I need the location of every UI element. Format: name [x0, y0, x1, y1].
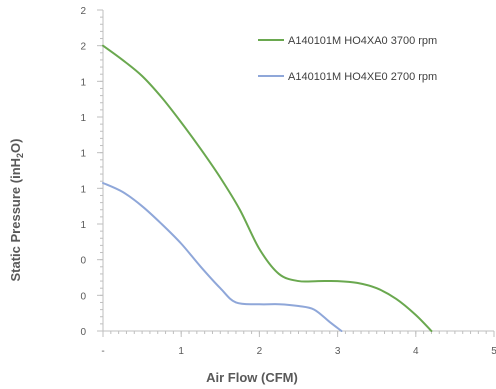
x-tick-label: 4 — [413, 346, 419, 357]
x-tick-label: - — [101, 346, 104, 357]
y-tick-label: 0 — [80, 291, 86, 302]
y-axis-title: Static Pressure (inH2O) — [8, 138, 25, 281]
y-tick-label: 1 — [80, 149, 86, 160]
x-axis-title: Air Flow (CFM) — [206, 370, 298, 385]
series-layer — [102, 44, 433, 332]
legend-label-series-2: A140101M HO4XE0 2700 rpm — [288, 71, 437, 83]
y-ticks: 0 0 0 1 1 1 1 1 2 2 — [80, 6, 103, 338]
x-tick-label: 1 — [178, 346, 184, 357]
x-tick-label: 3 — [335, 346, 341, 357]
x-ticks: - 1 2 3 4 5 — [101, 331, 496, 357]
y-axis-title-end: O) — [8, 138, 23, 152]
y-axis-title-main: Static Pressure (inH — [8, 158, 23, 282]
legend: A140101M HO4XA0 3700 rpm A140101M HO4XE0… — [258, 35, 437, 83]
y-tick-label: 1 — [80, 184, 86, 195]
y-tick-label: 0 — [80, 327, 86, 338]
legend-label-series-1: A140101M HO4XA0 3700 rpm — [288, 35, 437, 47]
minor-ticks — [100, 9, 495, 334]
y-tick-label: 1 — [80, 77, 86, 88]
x-tick-label: 2 — [257, 346, 263, 357]
x-tick-label: 5 — [491, 346, 496, 357]
y-tick-label: 1 — [80, 113, 86, 124]
y-axis-title-subscript: 2 — [15, 153, 25, 158]
y-tick-label: 1 — [80, 220, 86, 231]
series-line-1 — [102, 44, 433, 332]
y-tick-label: 0 — [80, 256, 86, 267]
y-tick-label: 2 — [80, 42, 86, 53]
series-line-2 — [102, 181, 343, 332]
plot-area: 0 0 0 1 1 1 1 1 2 2 - 1 2 3 4 5 — [80, 6, 496, 357]
y-tick-label: 2 — [80, 6, 86, 17]
